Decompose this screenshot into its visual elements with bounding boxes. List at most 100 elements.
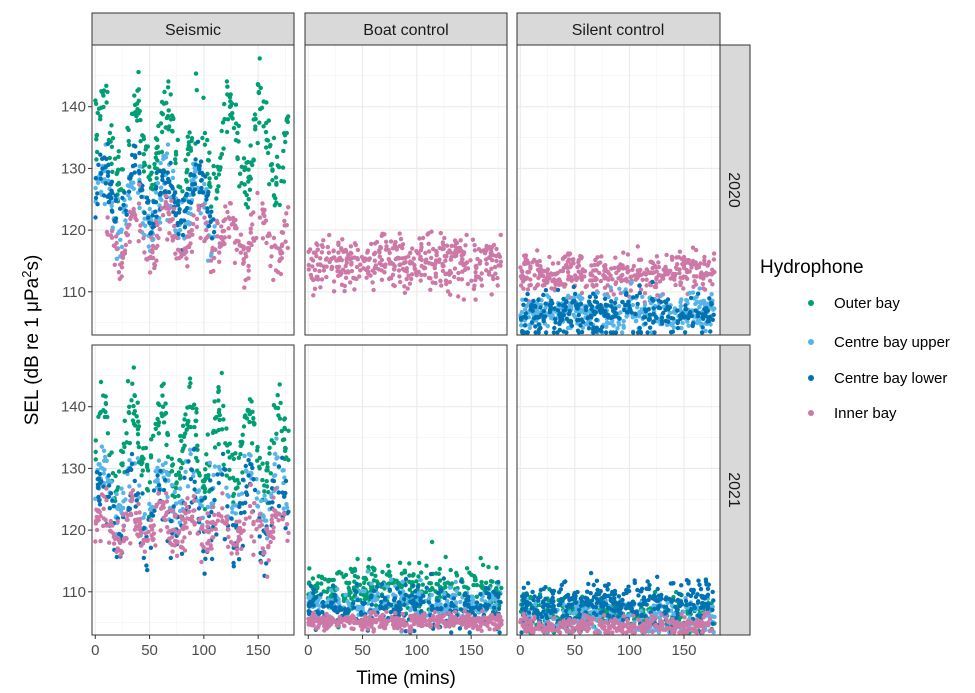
data-point <box>113 234 119 239</box>
data-point <box>269 534 274 539</box>
data-point <box>246 473 251 478</box>
data-point <box>187 404 192 409</box>
data-point <box>473 270 478 275</box>
data-point <box>137 164 143 169</box>
data-point <box>179 250 184 256</box>
data-point <box>657 305 663 311</box>
data-point <box>573 291 578 297</box>
data-point <box>131 206 136 212</box>
data-point <box>635 244 640 249</box>
data-point <box>98 152 103 157</box>
data-point <box>286 205 291 210</box>
data-point <box>642 291 648 296</box>
data-point <box>163 410 169 416</box>
data-point <box>407 594 412 599</box>
data-point <box>156 150 162 155</box>
data-point <box>322 628 327 633</box>
data-point <box>93 215 98 220</box>
data-point <box>192 187 198 192</box>
data-point <box>95 180 101 185</box>
data-point <box>387 250 392 256</box>
data-point <box>121 528 126 533</box>
data-point <box>112 536 118 542</box>
data-point <box>186 244 192 250</box>
data-point <box>241 521 247 527</box>
data-point <box>163 125 168 130</box>
data-point <box>286 530 291 536</box>
data-point <box>121 490 126 496</box>
data-point <box>556 261 561 266</box>
data-point <box>354 589 359 595</box>
data-point <box>400 579 405 584</box>
data-point <box>96 162 101 167</box>
data-point <box>146 244 151 249</box>
data-point <box>245 407 250 413</box>
data-point <box>549 286 554 291</box>
data-point <box>242 167 247 173</box>
data-point <box>127 404 132 409</box>
data-point <box>442 595 447 601</box>
data-point <box>193 418 198 423</box>
data-point <box>606 315 611 320</box>
data-point <box>462 584 467 589</box>
data-point <box>113 198 119 203</box>
data-point <box>222 101 227 107</box>
data-point <box>450 603 455 608</box>
data-point <box>631 263 637 269</box>
data-point <box>315 609 320 614</box>
data-point <box>248 482 253 487</box>
data-point <box>702 261 707 266</box>
data-point <box>397 231 402 236</box>
data-point <box>350 613 355 618</box>
data-point <box>483 257 489 262</box>
data-point <box>637 283 642 288</box>
data-point <box>402 284 407 289</box>
data-point <box>691 274 697 279</box>
data-point <box>364 257 369 262</box>
data-point <box>711 251 717 256</box>
data-point <box>399 627 405 633</box>
data-point <box>489 249 494 255</box>
data-point <box>613 255 618 260</box>
data-point <box>127 209 133 214</box>
data-point <box>332 592 337 597</box>
data-point <box>370 280 375 285</box>
data-point <box>166 190 172 195</box>
data-point <box>525 270 530 275</box>
data-point <box>107 130 113 136</box>
data-point <box>182 535 187 540</box>
data-point <box>248 241 253 246</box>
data-point <box>662 299 668 304</box>
data-point <box>642 271 647 276</box>
data-point <box>197 163 202 168</box>
data-point <box>377 624 382 629</box>
data-point <box>164 469 169 475</box>
data-point <box>221 417 226 422</box>
data-point <box>474 604 479 610</box>
data-point <box>379 268 384 273</box>
data-point <box>174 553 180 558</box>
data-point <box>311 293 316 298</box>
data-point <box>175 247 181 252</box>
data-point <box>386 618 391 623</box>
data-point <box>398 262 403 267</box>
data-point <box>489 612 494 617</box>
data-point <box>220 506 225 511</box>
data-point <box>179 438 184 443</box>
data-point <box>477 619 483 625</box>
data-point <box>126 138 131 144</box>
data-point <box>195 443 200 448</box>
data-point <box>464 232 469 238</box>
data-point <box>318 262 323 267</box>
data-point <box>217 417 222 423</box>
data-point <box>129 461 135 466</box>
data-point <box>125 125 130 131</box>
data-point <box>204 452 209 457</box>
data-point <box>98 513 103 519</box>
data-point <box>156 491 161 496</box>
data-point <box>479 271 484 276</box>
data-point <box>202 238 207 244</box>
data-point <box>146 215 151 220</box>
data-point <box>536 322 541 327</box>
data-point <box>216 172 222 177</box>
